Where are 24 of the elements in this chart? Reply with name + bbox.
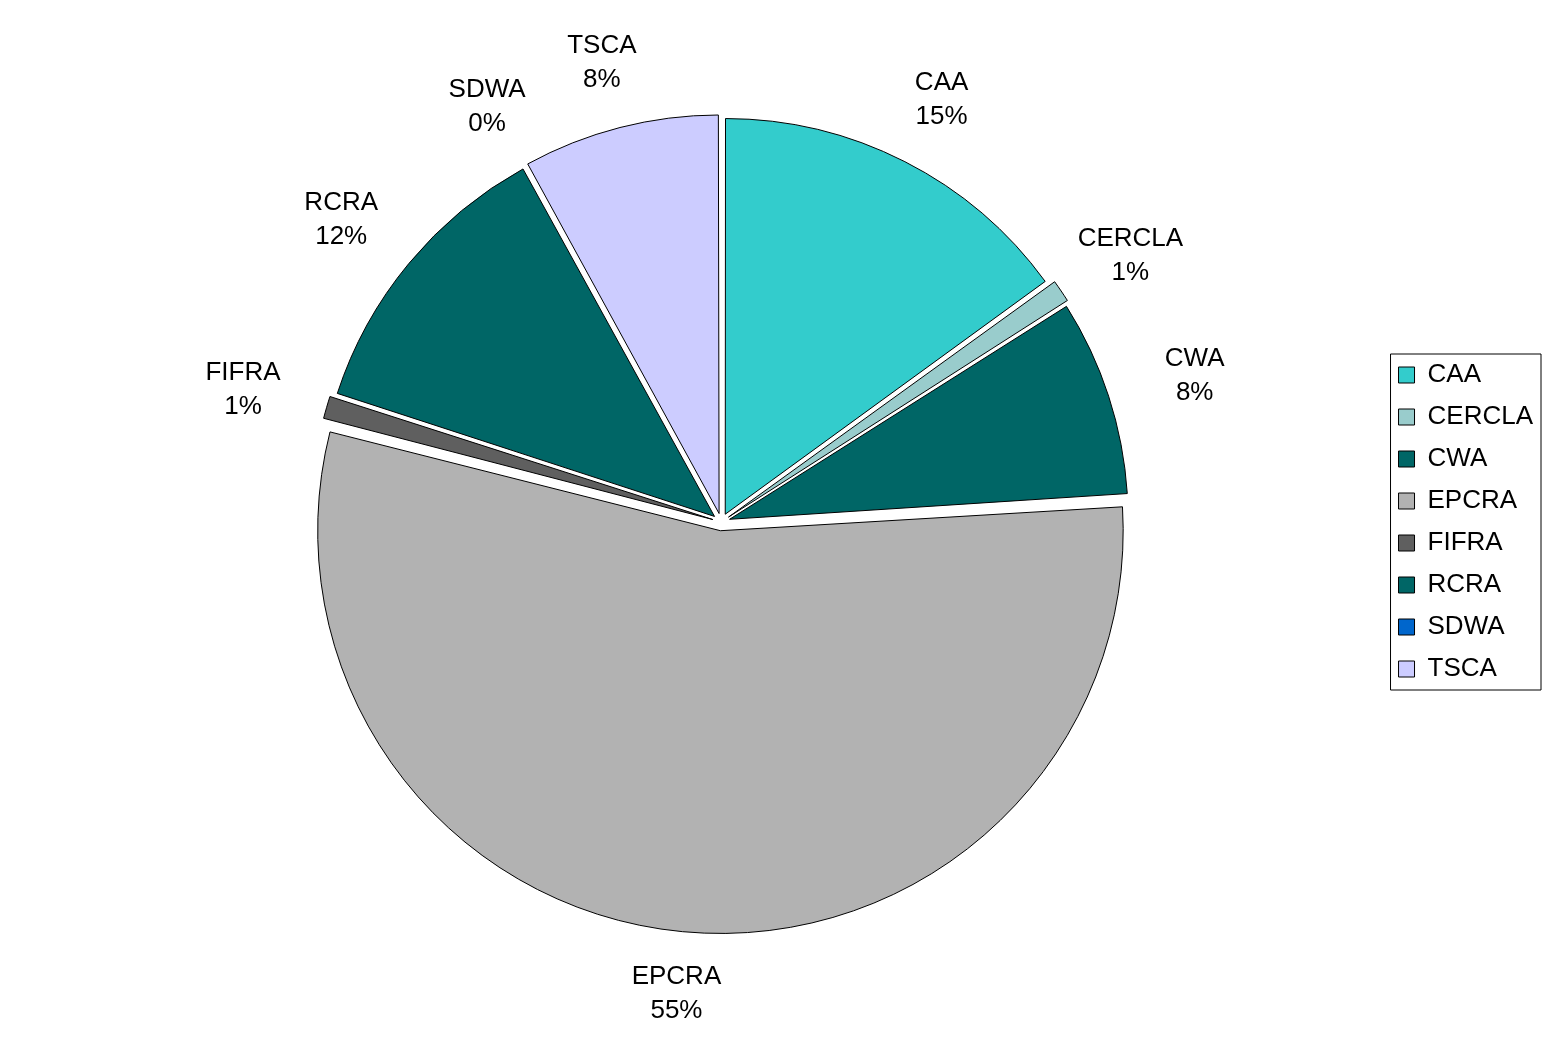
data-label: 15%	[915, 99, 968, 130]
data-label: 8%	[583, 63, 621, 94]
legend-label: EPCRA	[1427, 484, 1518, 515]
data-label: 55%	[650, 994, 703, 1025]
category-label: SDWA	[448, 72, 526, 103]
slice-label: CAA	[914, 65, 969, 96]
slice-label: CERCLA	[1077, 221, 1184, 252]
legend-label: FIFRA	[1427, 526, 1504, 557]
text: 0%	[468, 106, 506, 137]
slice-label: EPCRA	[631, 960, 722, 991]
data-label: 8%	[1175, 375, 1214, 406]
legend-label: CAA	[1427, 358, 1482, 389]
legend-label: CERCLA	[1427, 400, 1534, 431]
slice-label: FIFRA	[205, 355, 282, 386]
legend-label: CWA	[1427, 442, 1488, 473]
data-label: 1%	[224, 389, 262, 420]
data-label: 1%	[1111, 255, 1150, 286]
data-label: 12%	[315, 220, 368, 251]
slice-label: CWA	[1164, 341, 1226, 372]
slice-label: TSCA	[567, 29, 638, 60]
legend-label: RCRA	[1427, 568, 1502, 599]
slice-label: RCRA	[304, 186, 379, 217]
legend-label: SDWA	[1427, 610, 1506, 641]
legend-label: TSCA	[1427, 652, 1498, 683]
